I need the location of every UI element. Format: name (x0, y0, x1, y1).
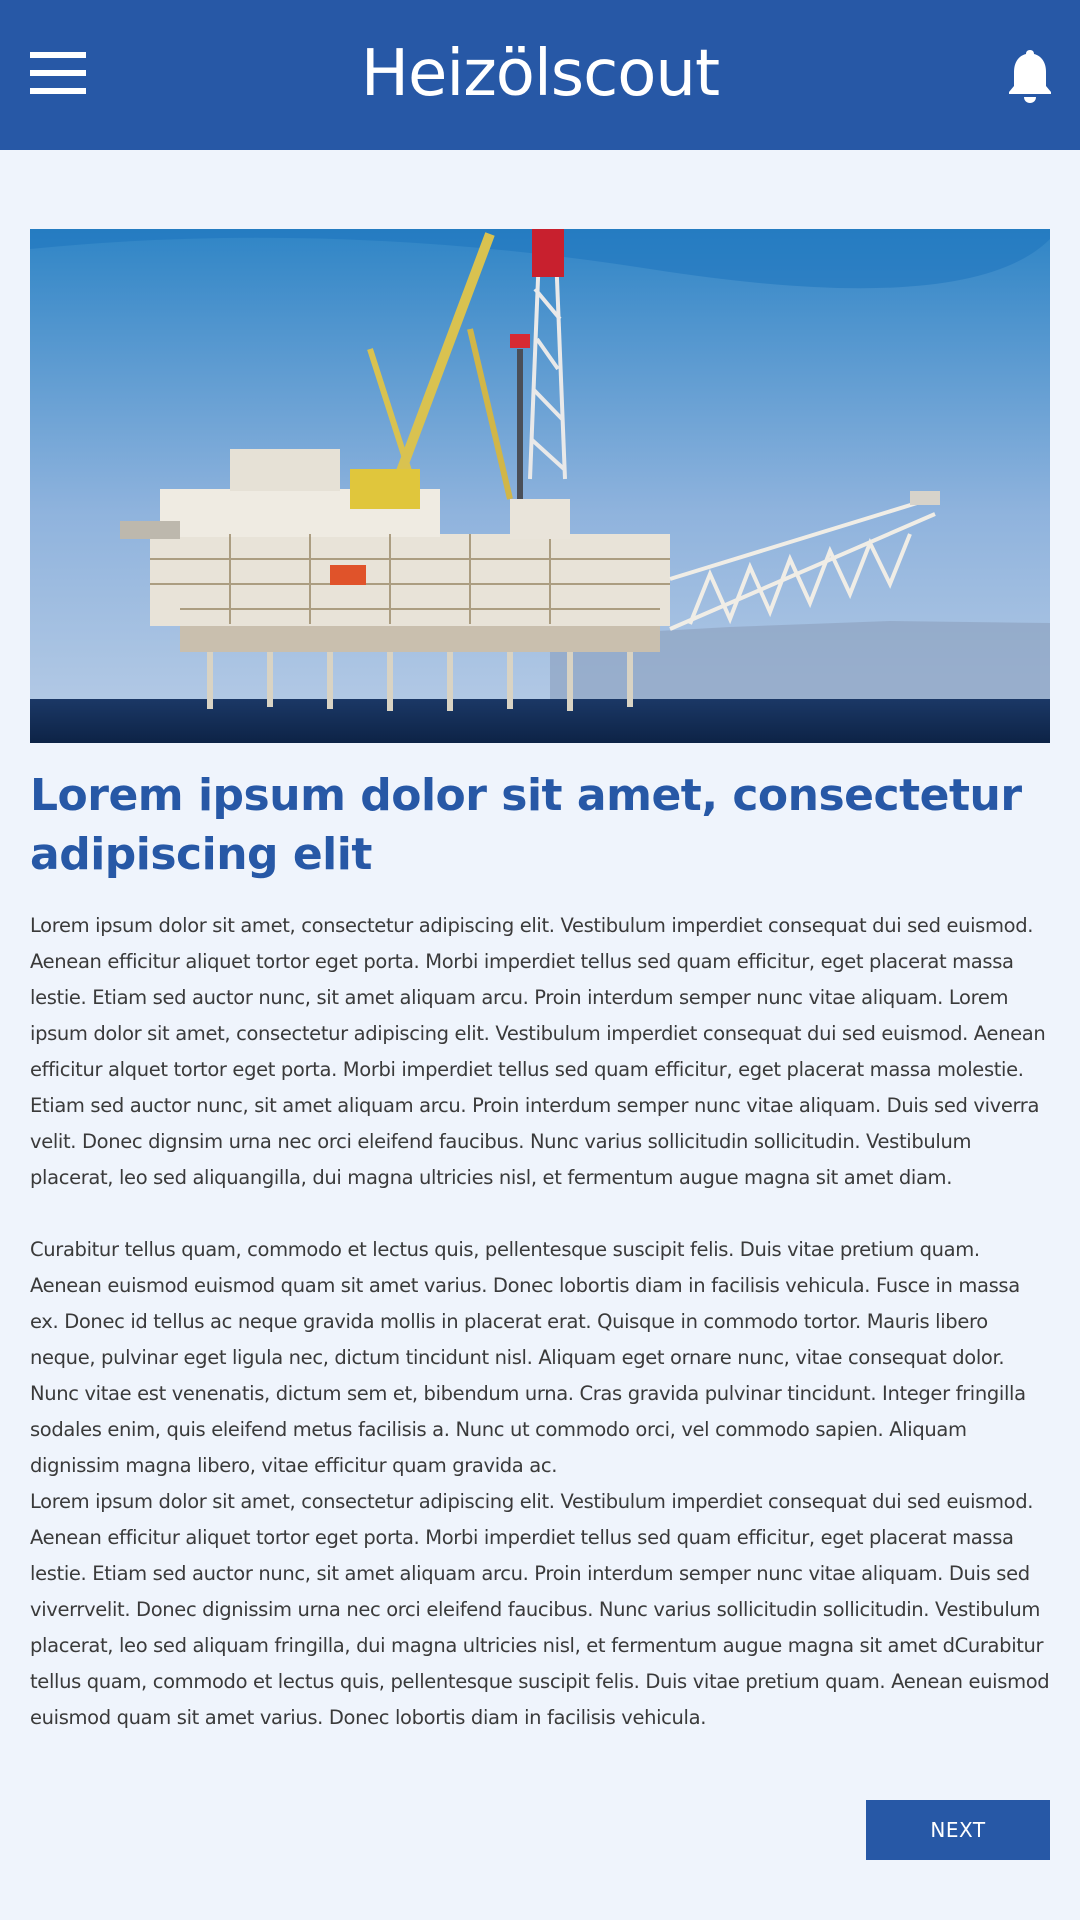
article-paragraph-1: Lorem ipsum dolor sit amet, consectetur … (30, 914, 1046, 1189)
brand-logo[interactable]: Heizölscout (360, 37, 720, 111)
crane (350, 232, 513, 509)
bell-icon[interactable] (1006, 48, 1054, 104)
article-paragraph-3: Lorem ipsum dolor sit amet, consectetur … (30, 1490, 1050, 1729)
boom (669, 497, 936, 631)
article-headline: Lorem ipsum dolor sit amet, consectetur … (30, 770, 1022, 880)
app-header: Heizölscout (0, 0, 1080, 150)
hamburger-menu-icon[interactable] (30, 52, 86, 94)
offshore-oil-platform-photo (30, 229, 1050, 743)
next-button[interactable]: NEXT (866, 1800, 1050, 1860)
article-paragraph-2: Curabitur tellus quam, commodo et lectus… (30, 1238, 1026, 1477)
menu-bar-top (30, 52, 86, 58)
menu-bar-bottom (30, 88, 86, 94)
menu-bar-middle (30, 70, 86, 76)
